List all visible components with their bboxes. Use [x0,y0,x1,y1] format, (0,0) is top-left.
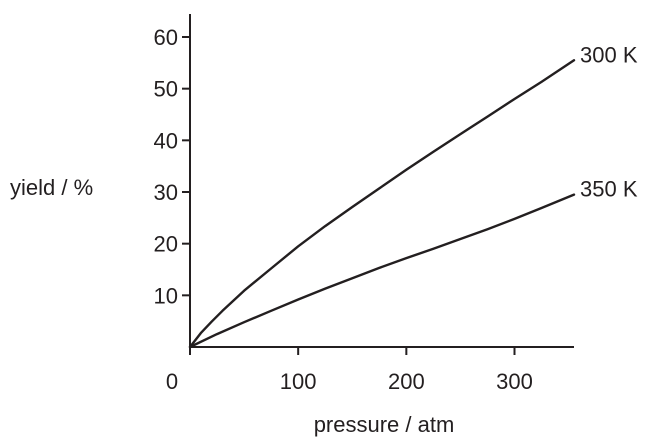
x-tick-label: 300 [496,369,533,394]
x-axis-label: pressure / atm [314,412,455,437]
x-tick-label: 200 [388,369,425,394]
series-label-1: 350 K [580,177,638,202]
y-ticks: 10 20 30 40 50 60 [154,25,190,308]
series-line-1 [188,193,576,349]
series-lines [188,59,576,349]
y-tick-label: 20 [154,232,178,257]
axes [189,14,574,348]
y-tick-label: 40 [154,128,178,153]
y-tick-label: 60 [154,25,178,50]
y-tick-label: 30 [154,180,178,205]
series-line-0 [188,59,576,349]
x-tick-label: 0 [166,369,178,394]
series-labels: 300 K 350 K [580,42,638,201]
x-ticks: 0 100 200 300 [166,347,533,394]
y-tick-label: 50 [154,77,178,102]
y-axis-label: yield / % [10,175,93,200]
y-tick-label: 10 [154,283,178,308]
x-tick-label: 100 [280,369,317,394]
series-label-0: 300 K [580,42,638,67]
